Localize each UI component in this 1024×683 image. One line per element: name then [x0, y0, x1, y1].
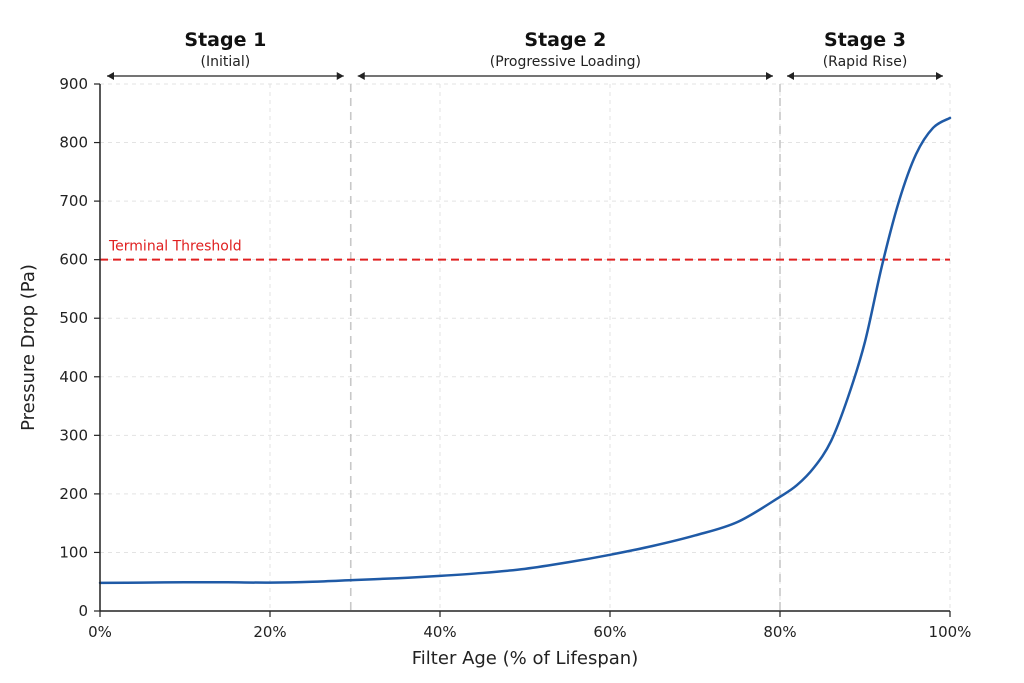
ticks-layer: 0 100 200 300 400 500 600 700 800 900 0% 20% 40% 60% 8… [59, 75, 971, 641]
y-tick-label: 0 [78, 602, 88, 620]
x-tick-label: 40% [423, 623, 456, 641]
x-tick-label: 20% [253, 623, 286, 641]
x-tick-label: 100% [929, 623, 972, 641]
stage-title: Stage 2 [524, 29, 606, 51]
stage-subtitle: (Progressive Loading) [490, 54, 641, 70]
stage-title: Stage 1 [184, 29, 266, 51]
stage-arrow-head-left [787, 72, 794, 80]
grid-layer [100, 83, 951, 611]
x-tick-label: 60% [593, 623, 626, 641]
y-tick-label: 100 [59, 543, 88, 561]
y-tick-label: 800 [59, 134, 88, 152]
stage-arrow-head-left [357, 72, 365, 80]
stage-title: Stage 3 [824, 29, 906, 51]
x-tick-label: 0% [88, 623, 112, 641]
stage-arrow-head-right [936, 72, 943, 80]
y-tick-label: 300 [59, 426, 88, 444]
pressure-drop-line [98, 116, 952, 585]
terminal-threshold-label: Terminal Threshold [108, 239, 242, 255]
stage-arrow-head-right [766, 72, 773, 80]
x-tick-label: 80% [763, 623, 796, 641]
stage-subtitle: (Initial) [201, 54, 251, 70]
series-layer [98, 116, 952, 585]
y-tick-label: 500 [59, 309, 88, 327]
x-axis-title: Filter Age (% of Lifespan) [412, 648, 638, 669]
y-tick-label: 600 [59, 251, 88, 269]
threshold-layer: Terminal Threshold [100, 239, 950, 261]
stage-boundary-layer [349, 84, 781, 611]
stage-annotations: Stage 1 (Initial) Stage 2 (Progressive Load… [107, 29, 943, 80]
stage-subtitle: (Rapid Rise) [823, 54, 908, 70]
y-tick-label: 700 [59, 192, 88, 210]
y-tick-label: 200 [59, 485, 88, 503]
y-axis-title: Pressure Drop (Pa) [18, 264, 39, 431]
y-tick-label: 900 [59, 75, 88, 93]
stage-arrow-head-right [336, 72, 344, 80]
y-tick-label: 400 [59, 368, 88, 386]
stage-arrow-head-left [107, 72, 114, 80]
axes-layer [99, 84, 950, 612]
